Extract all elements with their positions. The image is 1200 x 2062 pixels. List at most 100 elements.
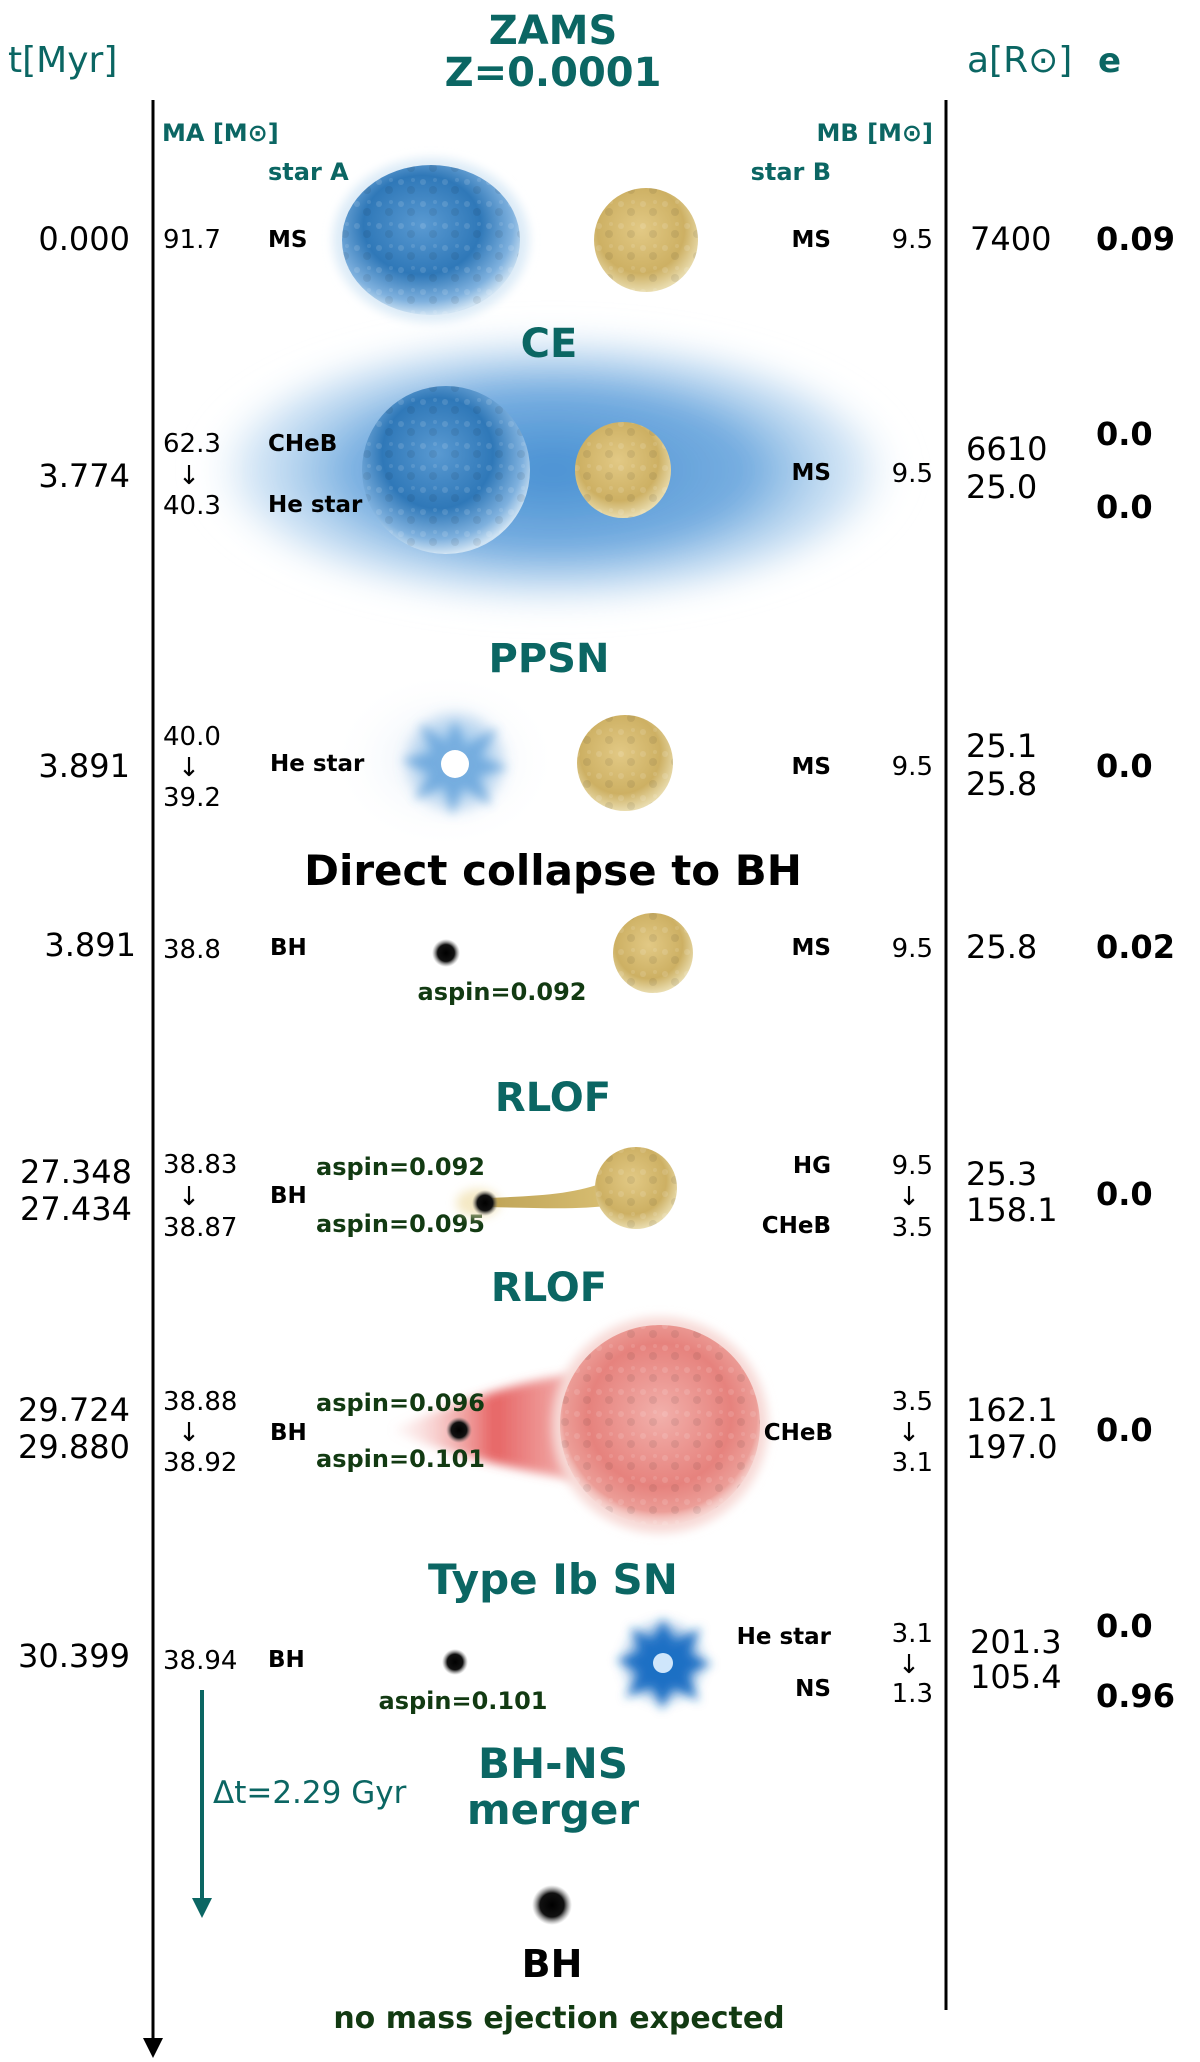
rlof1-eccentricity: 0.0 (1096, 1175, 1153, 1213)
zams-star-a (333, 158, 529, 322)
title-zams: ZAMS (489, 8, 618, 54)
ce-time: 3.774 (38, 457, 130, 495)
ppsn-mass-arrow: ↓ (178, 753, 200, 783)
ce-mass-a-from: 62.3 (163, 429, 221, 459)
rlof2-mass-a-to: 38.92 (163, 1448, 237, 1478)
stage-direct-collapse: Direct collapse to BH 3.891 38.8 BH aspi… (44, 846, 1175, 1006)
ce-type-b: MS (792, 460, 831, 486)
merger-title-line1: BH-NS (478, 1739, 628, 1788)
collapse-star-b (613, 913, 693, 993)
ce-title: CE (521, 321, 578, 367)
collapse-black-hole (432, 939, 460, 967)
collapse-spin: aspin=0.092 (418, 978, 587, 1006)
zams-time: 0.000 (38, 220, 130, 258)
title-metallicity: Z=0.0001 (445, 50, 662, 96)
eccentricity-label: e (1098, 41, 1121, 81)
zams-type-a: MS (268, 227, 307, 253)
sn-mass-b-arrow: ↓ (898, 1650, 920, 1680)
rlof1-time-from: 27.348 (20, 1153, 132, 1191)
rlof1-separation-to: 158.1 (966, 1191, 1058, 1229)
rlof2-type-b: CHeB (764, 1420, 833, 1446)
rlof2-time-to: 29.880 (18, 1428, 130, 1466)
sn-separation-from: 201.3 (970, 1623, 1062, 1661)
collapse-mass-a: 38.8 (163, 935, 221, 965)
rlof1-mass-a-to: 38.87 (163, 1213, 237, 1243)
rlof2-time-from: 29.724 (18, 1391, 130, 1429)
collapse-type-a: BH (270, 935, 307, 961)
rlof2-red-giant (552, 1317, 768, 1533)
separation-label: a[R⊙] (967, 40, 1072, 81)
sn-eccentricity-from: 0.0 (1096, 1607, 1153, 1645)
zams-mass-a: 91.7 (163, 225, 221, 255)
sn-mass-b-from: 3.1 (892, 1619, 933, 1649)
merger-note: no mass ejection expected (333, 2001, 784, 2036)
ce-mass-a-to: 40.3 (163, 491, 221, 521)
rlof2-mass-stream (395, 1375, 575, 1480)
sn-type-b-to: NS (795, 1676, 831, 1702)
ppsn-mass-a-to: 39.2 (163, 783, 221, 813)
rlof1-mass-a-from: 38.83 (163, 1150, 237, 1180)
stage-merger: Δt=2.29 Gyr BH-NS merger BH no mass ejec… (192, 1690, 785, 2036)
ce-type-a-from: CHeB (268, 431, 337, 457)
ppsn-mass-a-from: 40.0 (163, 722, 221, 752)
sn-title: Type Ib SN (428, 1555, 678, 1604)
rlof2-spin-from: aspin=0.096 (316, 1389, 485, 1417)
rlof2-mass-b-to: 3.1 (892, 1448, 933, 1478)
zams-star-b (594, 188, 698, 292)
ppsn-eccentricity: 0.0 (1096, 747, 1153, 785)
rlof1-spin-from: aspin=0.092 (316, 1153, 485, 1181)
rlof2-mass-b-arrow: ↓ (898, 1418, 920, 1448)
star-b-label: star B (751, 158, 831, 186)
ppsn-explosion-icon (400, 707, 510, 817)
collapse-time: 3.891 (44, 926, 136, 964)
rlof2-mass-b-from: 3.5 (892, 1387, 933, 1417)
rlof1-black-hole (472, 1190, 498, 1216)
ppsn-separation-to: 25.8 (966, 765, 1037, 803)
rlof2-black-hole (446, 1417, 472, 1443)
ppsn-star-b (577, 715, 673, 811)
rlof1-separation-from: 25.3 (966, 1155, 1037, 1193)
mass-b-label: MB [M⊙] (817, 119, 933, 147)
ce-eccentricity-to: 0.0 (1096, 488, 1153, 526)
rlof1-mass-arrow: ↓ (178, 1182, 200, 1212)
rlof1-mass-b-to: 3.5 (892, 1213, 933, 1243)
sn-type-a: BH (268, 1647, 305, 1673)
ppsn-mass-b: 9.5 (892, 752, 933, 782)
merger-remnant-black-hole (532, 1885, 572, 1925)
rlof1-mass-b-arrow: ↓ (898, 1182, 920, 1212)
ce-common-envelope (195, 325, 911, 615)
collapse-type-b: MS (792, 935, 831, 961)
rlof1-star-b (595, 1147, 677, 1229)
ce-eccentricity-from: 0.0 (1096, 415, 1153, 453)
merger-delay-arrowhead (192, 1898, 212, 1918)
merger-title-line2: merger (467, 1785, 640, 1834)
time-axis-arrowhead (143, 2038, 163, 2058)
stage-type-ib-sn: Type Ib SN 30.399 38.94 BH aspin=0.101 H… (18, 1555, 1175, 1715)
ce-mass-arrow: ↓ (178, 461, 200, 491)
rlof1-title: RLOF (495, 1075, 611, 1121)
star-a-label: star A (268, 158, 349, 186)
ppsn-separation-from: 25.1 (966, 727, 1037, 765)
stage-zams: 0.000 91.7 MS MS 9.5 7400 0.09 (38, 158, 1175, 322)
rlof1-type-b-to: CHeB (762, 1213, 831, 1239)
sn-black-hole (442, 1649, 468, 1675)
rlof2-eccentricity: 0.0 (1096, 1411, 1153, 1449)
time-axis-label: t[Myr] (8, 40, 117, 81)
merger-remnant-label: BH (522, 1942, 583, 1986)
ce-mass-b: 9.5 (892, 459, 933, 489)
ppsn-time: 3.891 (38, 747, 130, 785)
collapse-eccentricity: 0.02 (1096, 928, 1175, 966)
sn-explosion-icon (616, 1618, 712, 1710)
rlof2-mass-a-from: 38.88 (163, 1387, 237, 1417)
ce-separation-to: 25.0 (966, 468, 1037, 506)
sn-mass-a: 38.94 (163, 1646, 237, 1676)
rlof2-spin-to: aspin=0.101 (316, 1445, 485, 1473)
stage-ce: CE 3.774 62.3 ↓ 40.3 CHeB He star MS 9.5… (38, 321, 1153, 615)
sn-type-b-from: He star (737, 1624, 832, 1650)
rlof1-spin-to: aspin=0.095 (316, 1210, 485, 1238)
collapse-title: Direct collapse to BH (304, 846, 802, 895)
collapse-mass-b: 9.5 (892, 934, 933, 964)
rlof2-type-a: BH (270, 1420, 307, 1446)
ce-separation-from: 6610 (966, 430, 1047, 468)
